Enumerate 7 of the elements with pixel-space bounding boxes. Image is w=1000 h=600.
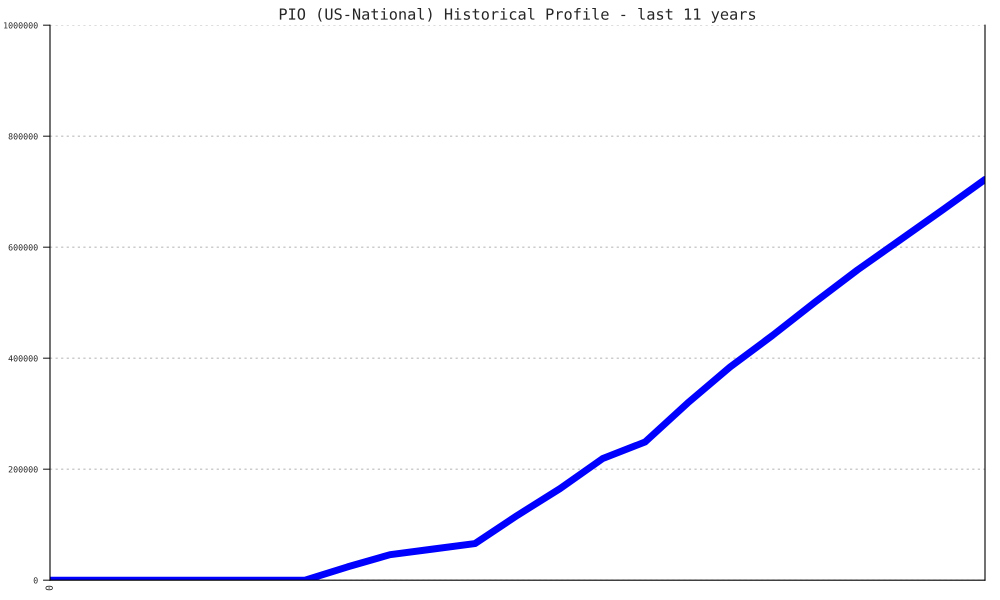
- chart-title: PIO (US-National) Historical Profile - last 11 years: [280, 8, 756, 23]
- y-tick-label: 400000: [8, 355, 38, 362]
- y-tick-label: 1000000: [4, 22, 38, 29]
- y-tick-label: 600000: [8, 244, 38, 251]
- y-tick-label: 200000: [8, 466, 38, 473]
- y-tick-label: 0: [34, 577, 38, 584]
- y-tick-label: 800000: [8, 133, 38, 140]
